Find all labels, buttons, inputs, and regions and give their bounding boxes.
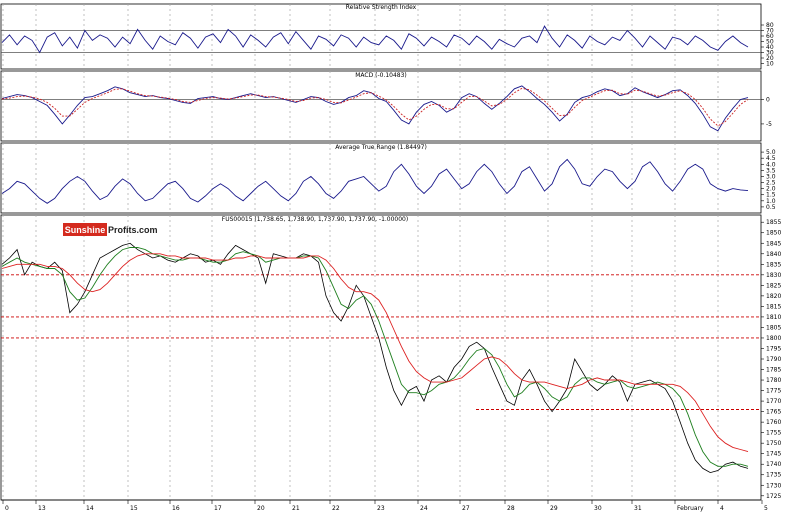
price-title: FUS00015 (1,738.65, 1,738.90, 1,737.90, … xyxy=(222,216,408,223)
macd-panel: MACD (-0.10483) -5 0 xyxy=(0,70,772,142)
price-tick-label-18: 1815 xyxy=(766,303,781,310)
macd-tick-label-0: -5 xyxy=(766,121,772,128)
rsi-title: Relative Strength Index xyxy=(346,4,417,11)
price-tick-label-24: 1845 xyxy=(766,240,781,247)
x-tick-label-3: 15 xyxy=(130,505,138,512)
price-tick-label-22: 1835 xyxy=(766,261,781,268)
price-tick-label-25: 1850 xyxy=(766,230,781,237)
rsi-tick-label-5: 60 xyxy=(766,33,774,40)
x-tick-label-9: 23 xyxy=(377,505,385,512)
x-tick-label-13: 29 xyxy=(550,505,558,512)
x-axis: 0 13 14 15 16 17 20 21 22 23 24 27 28 29 30 31 February 4… xyxy=(1,499,768,512)
price-tick-label-7: 1760 xyxy=(766,419,781,426)
rsi-grid xyxy=(2,4,719,69)
rsi-tick-label-2: 30 xyxy=(766,50,774,57)
price-tick-label-3: 1740 xyxy=(766,461,781,468)
x-tick-label-4: 16 xyxy=(172,505,180,512)
price-tick-label-6: 1755 xyxy=(766,430,781,437)
price-tick-label-21: 1830 xyxy=(766,272,781,279)
price-tick-label-4: 1745 xyxy=(766,451,781,458)
price-tick-label-2: 1735 xyxy=(766,472,781,479)
atr-line xyxy=(1,158,749,204)
ma-fast-line xyxy=(1,247,749,467)
atr-tick-label-4: 2.5 xyxy=(766,180,776,187)
price-tick-label-26: 1855 xyxy=(766,219,781,226)
price-panel: FUS00015 (1,738.65, 1,738.90, 1,737.90, … xyxy=(0,214,781,501)
atr-tick-label-0: 0.5 xyxy=(766,204,776,211)
rsi-frame xyxy=(0,3,762,70)
price-tick-label-13: 1790 xyxy=(766,356,781,363)
logo-red-box xyxy=(63,223,107,236)
atr-y-ticks: 0.51.01.52.02.53.03.54.04.55.0 xyxy=(761,149,776,211)
rsi-tick-label-7: 80 xyxy=(766,22,774,29)
rsi-tick-label-0: 10 xyxy=(766,61,774,68)
x-tick-label-7: 21 xyxy=(292,505,300,512)
price-frame xyxy=(0,214,762,501)
x-tick-label-2: 14 xyxy=(86,505,94,512)
macd-title: MACD (-0.10483) xyxy=(355,72,407,79)
macd-grid xyxy=(2,71,719,141)
rsi-tick-label-3: 40 xyxy=(766,44,774,51)
x-tick-label-10: 24 xyxy=(420,505,428,512)
rsi-tick-label-6: 70 xyxy=(766,28,774,35)
x-tick-label-12: 28 xyxy=(507,505,515,512)
price-tick-label-23: 1840 xyxy=(766,251,781,258)
macd-tick-label-1: 0 xyxy=(766,97,770,104)
rsi-reference-lines xyxy=(1,30,761,53)
atr-tick-label-3: 2.0 xyxy=(766,186,776,193)
logo-part2: Profits.com xyxy=(108,225,158,235)
price-y-ticks: 1725 1730 1735 1740 1745 1750 1755 1760 1765 1770… xyxy=(761,219,781,500)
atr-frame xyxy=(0,142,762,214)
rsi-tick-label-1: 20 xyxy=(766,55,774,62)
atr-title: Average True Range (1.84497) xyxy=(335,144,427,151)
x-tick-label-17: 4 xyxy=(720,505,724,512)
price-line xyxy=(1,242,749,474)
x-tick-label-15: 31 xyxy=(634,505,642,512)
price-tick-label-19: 1820 xyxy=(766,293,781,300)
x-tick-label-8: 22 xyxy=(332,505,340,512)
price-tick-label-20: 1825 xyxy=(766,282,781,289)
logo-part1: Sunshine xyxy=(65,225,106,235)
macd-y-ticks: -5 0 xyxy=(761,97,772,128)
atr-tick-label-1: 1.0 xyxy=(766,198,776,205)
atr-panel: Average True Range (1.84497) 0.51.01.52.… xyxy=(0,142,776,214)
atr-tick-label-7: 4.0 xyxy=(766,161,776,168)
macd-frame xyxy=(0,70,762,142)
atr-tick-label-5: 3.0 xyxy=(766,173,776,180)
atr-tick-label-9: 5.0 xyxy=(766,149,776,156)
x-tick-label-14: 30 xyxy=(594,505,602,512)
x-tick-label-5: 17 xyxy=(214,505,222,512)
price-tick-label-10: 1775 xyxy=(766,388,781,395)
ma-slow-line xyxy=(1,253,749,453)
price-tick-label-9: 1770 xyxy=(766,398,781,405)
rsi-tick-label-4: 50 xyxy=(766,39,774,46)
price-tick-label-17: 1810 xyxy=(766,314,781,321)
price-tick-label-15: 1800 xyxy=(766,335,781,342)
x-tick-label-6: 20 xyxy=(257,505,265,512)
atr-tick-label-6: 3.5 xyxy=(766,167,776,174)
price-horizontal-levels xyxy=(1,274,761,410)
price-tick-label-14: 1795 xyxy=(766,345,781,352)
price-tick-label-16: 1805 xyxy=(766,324,781,331)
atr-grid xyxy=(2,143,719,213)
price-tick-label-8: 1765 xyxy=(766,409,781,416)
price-tick-label-0: 1725 xyxy=(766,493,781,500)
price-tick-label-12: 1785 xyxy=(766,367,781,374)
x-tick-label-0: 0 xyxy=(5,505,9,512)
macd-line xyxy=(1,85,749,132)
x-tick-label-1: 13 xyxy=(38,505,46,512)
atr-tick-label-2: 1.5 xyxy=(766,192,776,199)
price-tick-label-11: 1780 xyxy=(766,377,781,384)
rsi-line xyxy=(1,25,749,54)
x-tick-label-16: February xyxy=(677,505,704,512)
atr-tick-label-8: 4.5 xyxy=(766,155,776,162)
price-tick-label-5: 1750 xyxy=(766,440,781,447)
price-tick-label-1: 1730 xyxy=(766,482,781,489)
sunshine-profits-logo: Sunshine Profits.com xyxy=(63,223,158,236)
x-tick-label-18: 5 xyxy=(764,505,768,512)
x-tick-label-11: 27 xyxy=(462,505,470,512)
